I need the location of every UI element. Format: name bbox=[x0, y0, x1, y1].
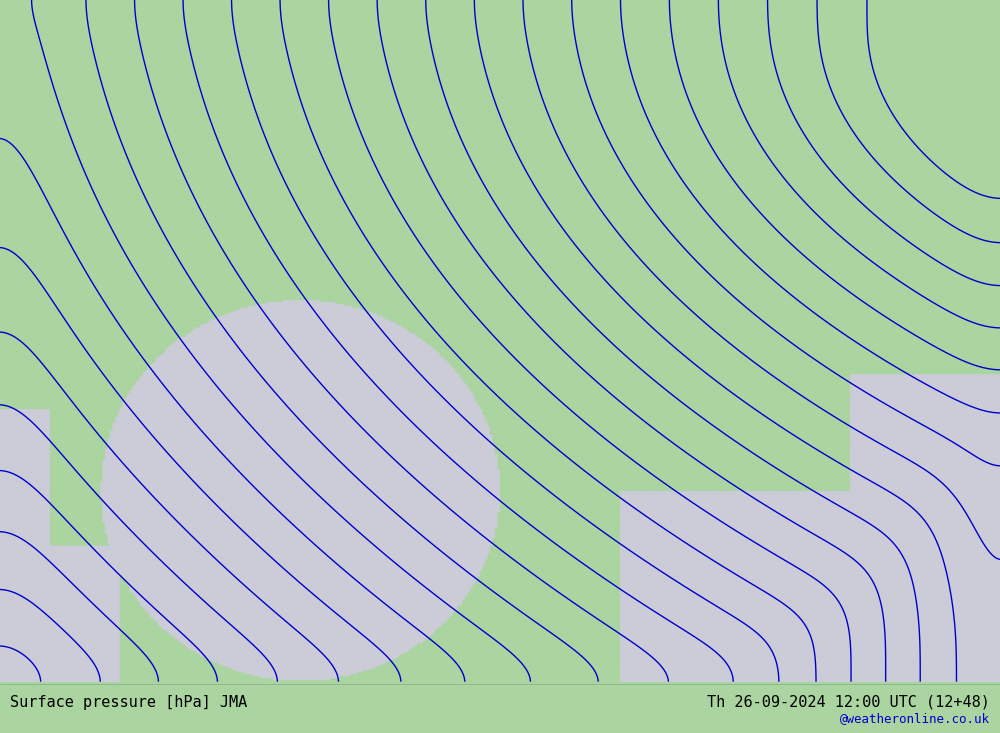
Text: Th 26-09-2024 12:00 UTC (12+48): Th 26-09-2024 12:00 UTC (12+48) bbox=[707, 695, 990, 710]
Text: @weatheronline.co.uk: @weatheronline.co.uk bbox=[840, 712, 990, 726]
Text: Surface pressure [hPa] JMA: Surface pressure [hPa] JMA bbox=[10, 695, 247, 710]
